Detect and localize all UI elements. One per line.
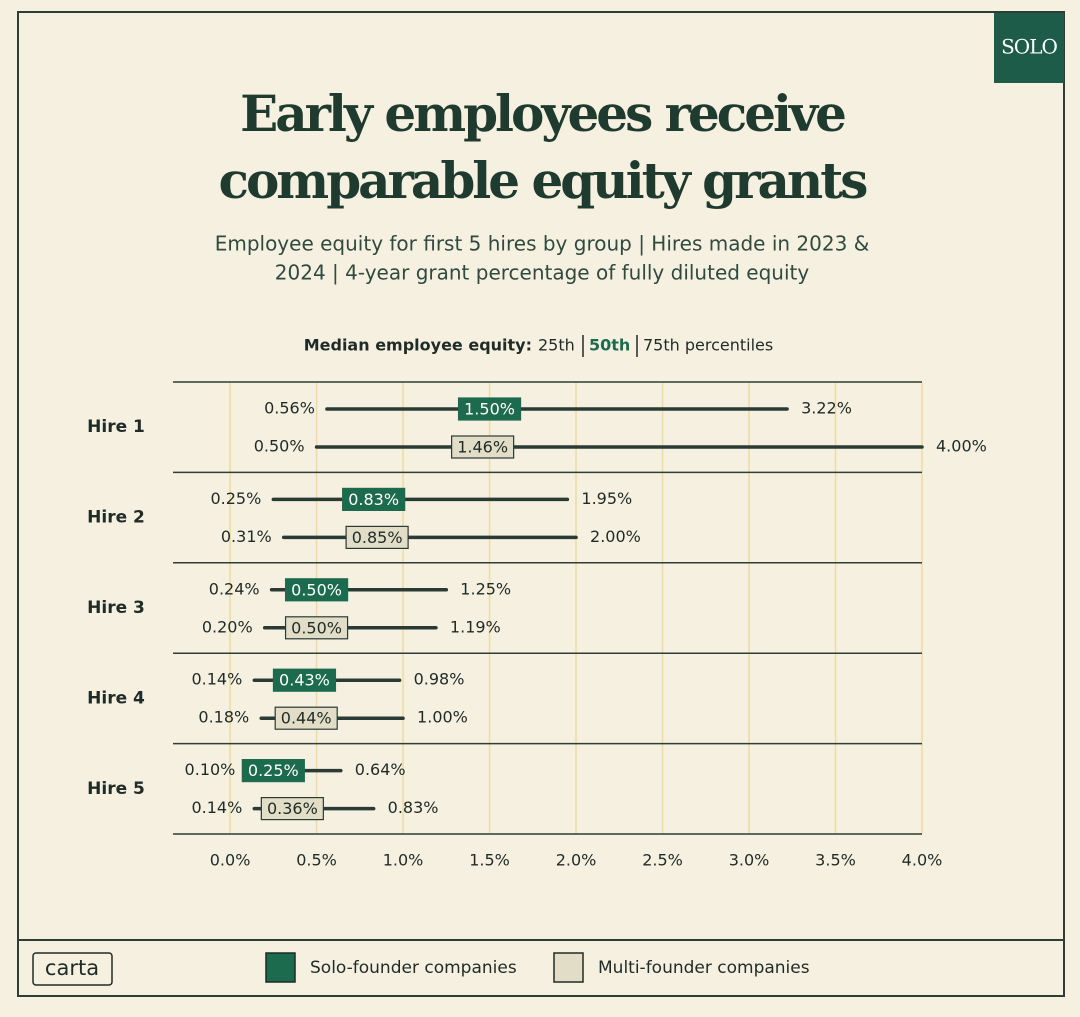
- subtitle: 2024 | 4-year grant percentage of fully …: [275, 261, 810, 285]
- median-label: 0.50%: [291, 618, 342, 637]
- subtitle: Employee equity for first 5 hires by gro…: [215, 232, 870, 256]
- median-box: [274, 706, 338, 730]
- chart-title: Early employees receive: [240, 84, 845, 143]
- median-box: [241, 758, 305, 783]
- low-label: 0.20%: [202, 617, 253, 636]
- frame: [17, 11, 1065, 997]
- x-tick-label: 3.5%: [815, 851, 856, 870]
- low-label: 0.25%: [210, 489, 261, 508]
- median-box: [260, 796, 324, 821]
- high-label: 0.98%: [414, 670, 465, 689]
- median-label: 1.46%: [457, 438, 508, 457]
- x-tick-label: 3.0%: [729, 851, 770, 870]
- median-box: [345, 525, 409, 550]
- chart-title: comparable equity grants: [219, 151, 868, 210]
- median-box: [284, 616, 349, 640]
- x-tick-label: 4.0%: [902, 851, 943, 870]
- legend-swatch: [553, 952, 584, 983]
- x-tick-label: 0.5%: [296, 851, 337, 870]
- median-label: 0.85%: [352, 528, 403, 547]
- y-tick-label: Hire 2: [87, 508, 145, 528]
- median-box: [284, 578, 349, 602]
- median-label: 1.50%: [464, 400, 515, 419]
- badge: [994, 13, 1064, 83]
- y-tick-label: Hire 3: [87, 598, 145, 618]
- y-tick-label: Hire 4: [87, 688, 145, 708]
- logo: carta: [45, 956, 99, 980]
- median-label: 0.83%: [348, 490, 399, 509]
- low-label: 0.24%: [209, 579, 260, 598]
- high-label: 1.25%: [460, 579, 511, 598]
- high-label: 0.64%: [355, 760, 406, 779]
- median-box: [342, 487, 406, 511]
- low-label: 0.56%: [264, 399, 315, 418]
- high-label: 0.83%: [388, 798, 439, 817]
- x-tick-label: 1.5%: [469, 851, 510, 870]
- median-box: [272, 668, 337, 692]
- legend-swatch: [265, 952, 296, 983]
- low-label: 0.50%: [254, 437, 305, 456]
- logo-box: [32, 952, 113, 986]
- high-label: 1.00%: [417, 708, 468, 727]
- badge-text: SOLO: [1001, 35, 1057, 59]
- key-label: Median employee equity:: [304, 336, 532, 355]
- median-label: 0.43%: [279, 671, 330, 690]
- key-low: 25th: [538, 336, 575, 355]
- x-tick-label: 0.0%: [210, 851, 251, 870]
- low-label: 0.31%: [221, 527, 272, 546]
- legend-label: Solo-founder companies: [310, 958, 517, 978]
- key-high: 75th percentiles: [643, 336, 773, 355]
- x-tick-label: 1.0%: [383, 851, 424, 870]
- high-label: 3.22%: [801, 399, 852, 418]
- low-label: 0.14%: [191, 670, 242, 689]
- high-label: 4.00%: [936, 437, 987, 456]
- median-label: 0.36%: [267, 799, 318, 818]
- high-label: 1.95%: [581, 489, 632, 508]
- legend-label: Multi-founder companies: [598, 958, 810, 978]
- key-mid: 50th: [589, 336, 630, 355]
- median-label: 0.44%: [281, 709, 332, 728]
- low-label: 0.10%: [185, 760, 236, 779]
- y-tick-label: Hire 1: [87, 417, 145, 437]
- low-label: 0.18%: [198, 708, 249, 727]
- median-box: [451, 435, 515, 459]
- y-tick-label: Hire 5: [87, 779, 145, 799]
- median-label: 0.25%: [248, 761, 299, 780]
- high-label: 2.00%: [590, 527, 641, 546]
- high-label: 1.19%: [450, 617, 501, 636]
- low-label: 0.14%: [191, 798, 242, 817]
- x-tick-label: 2.5%: [642, 851, 683, 870]
- median-label: 0.50%: [291, 580, 342, 599]
- x-tick-label: 2.0%: [556, 851, 597, 870]
- median-box: [457, 397, 522, 421]
